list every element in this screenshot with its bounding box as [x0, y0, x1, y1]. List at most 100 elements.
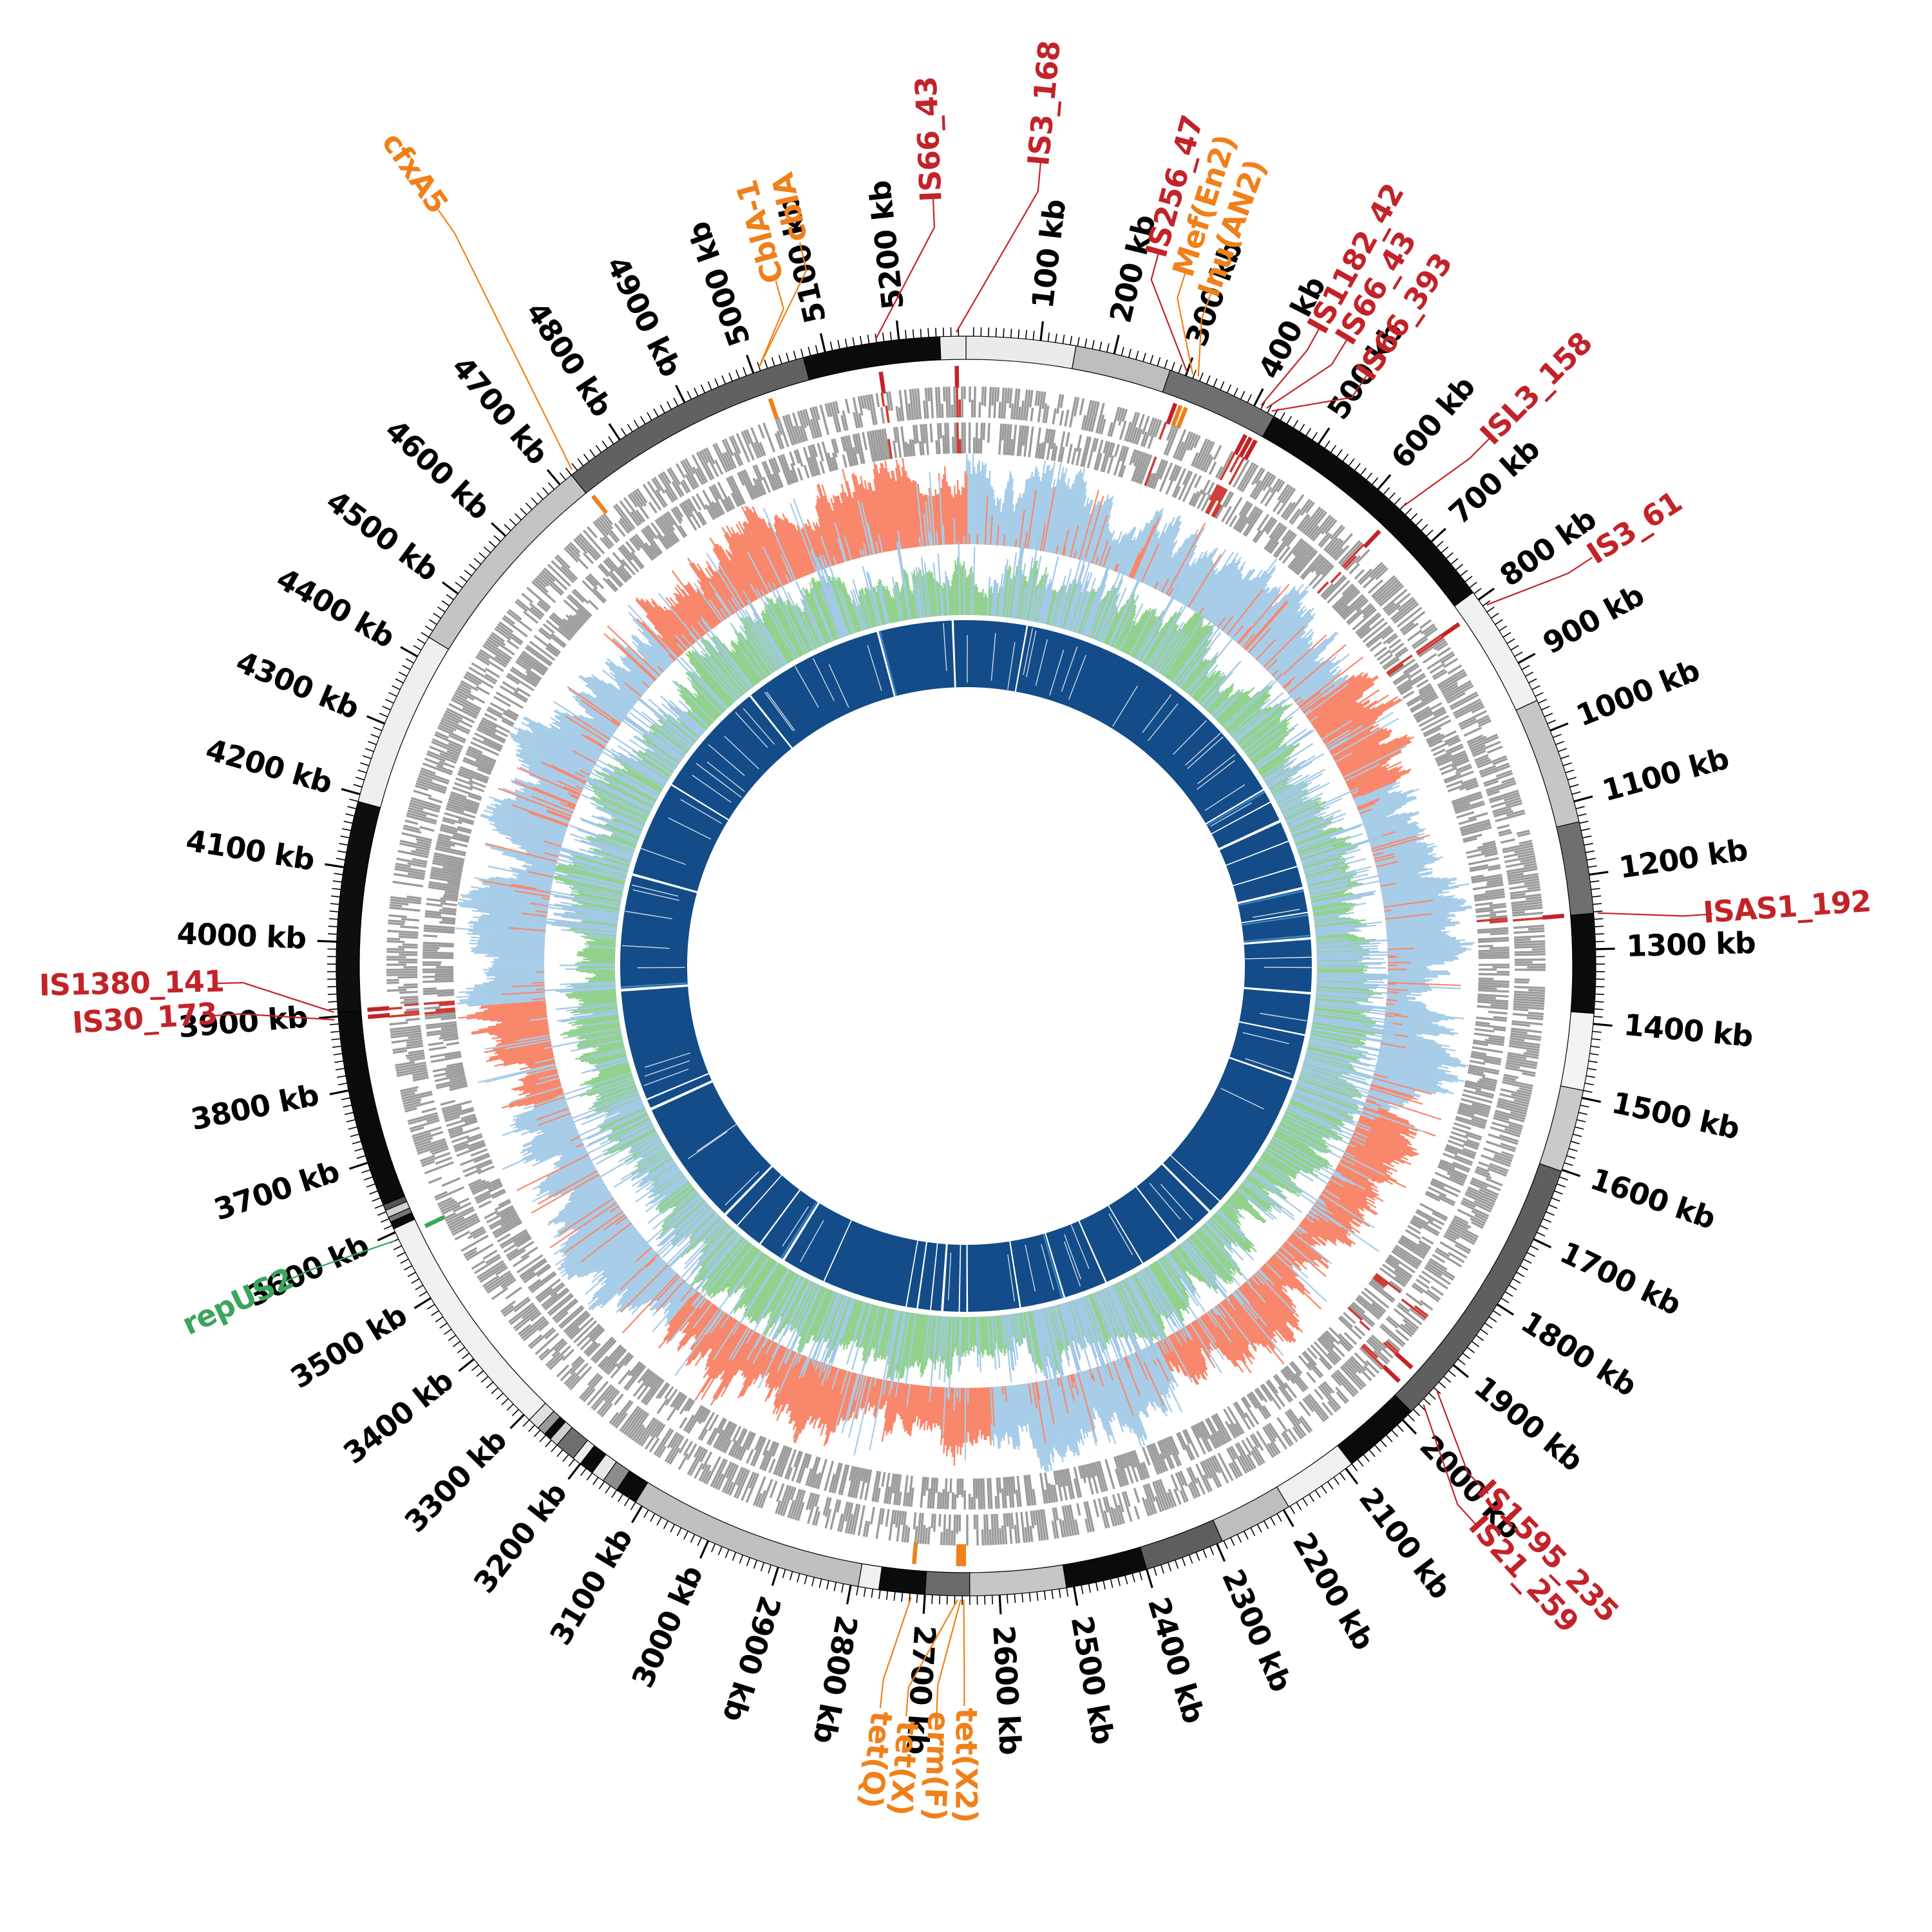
coverage-block	[931, 1243, 946, 1311]
axis-tick-label: 3800 kb	[188, 1077, 321, 1137]
coverage-light-stripe	[780, 1201, 818, 1259]
gene-bars-red	[423, 422, 1508, 1331]
coverage-block	[620, 875, 697, 989]
coverage-block	[647, 1074, 712, 1108]
coverage-block	[751, 632, 895, 748]
feature-marker	[912, 1542, 918, 1564]
contig-segment	[1556, 821, 1595, 916]
gc-blue-spikes	[533, 535, 1403, 1401]
coverage-block	[1229, 1022, 1305, 1079]
contig-segment	[1337, 1394, 1412, 1464]
annotation-leader	[963, 1599, 965, 1707]
coverage-block	[632, 785, 728, 891]
feature-marker	[1238, 436, 1253, 458]
axis-tick-label: 3200 kb	[467, 1476, 574, 1600]
skew-track	[455, 453, 1475, 1472]
axis-tick-label: 3100 kb	[543, 1522, 639, 1651]
annotation-label-is66-43: IS66_43	[909, 76, 949, 202]
coverage-block	[943, 1244, 960, 1312]
coverage-block	[1171, 1058, 1293, 1201]
coverage-block	[737, 1175, 800, 1244]
contig-segment	[878, 1566, 927, 1595]
axis-tick-label: 4100 kb	[184, 823, 317, 878]
axis-tick-label: 4200 kb	[202, 732, 336, 800]
contig-segment	[357, 636, 450, 808]
gene-bars-red	[388, 386, 1544, 1368]
annotation-label-cfxa5: cfxA5	[375, 126, 455, 219]
annotation-label-isl3-158: ISL3_158	[1473, 325, 1598, 451]
contig-segment	[1454, 592, 1538, 711]
coverage-block	[1241, 913, 1311, 943]
coverage-block	[1137, 1164, 1209, 1240]
coverage-block	[761, 1190, 819, 1260]
annotation-leader	[1271, 373, 1369, 412]
axis-tick-ring	[317, 320, 1615, 1615]
feature-marker	[954, 366, 960, 388]
annotation-leader	[875, 198, 936, 339]
feature-marker	[878, 372, 886, 394]
feature-marker-ring	[367, 366, 1564, 1567]
annotation-leader	[905, 1599, 959, 1717]
coverage-block	[960, 1244, 967, 1312]
annotation-leader	[936, 1599, 961, 1715]
annotation-leader	[437, 209, 573, 470]
skew-blue-spikes	[477, 472, 1425, 1461]
coverage-block	[1211, 802, 1280, 848]
axis-tick-label: 1400 kb	[1622, 1007, 1754, 1054]
annotation-leader	[1177, 270, 1194, 375]
coverage-block	[1206, 790, 1271, 833]
axis-tick-label: 2100 kb	[1352, 1481, 1458, 1605]
annotation-label-tet-x-: tet(X)	[883, 1719, 925, 1817]
coverage-light-stripe	[1244, 934, 1311, 942]
axis-tick-label: 100 kb	[1025, 198, 1073, 310]
feature-marker	[1542, 913, 1564, 920]
contig-segment	[336, 800, 381, 1014]
gene-bars	[386, 386, 1546, 1546]
contig-segment	[1560, 1011, 1595, 1092]
contig-segment	[1276, 1444, 1352, 1508]
annotation-leader	[879, 1596, 912, 1709]
coverage-light-stripe	[1043, 1233, 1063, 1299]
axis-tick-label: 4500 kb	[320, 484, 445, 588]
coverage-block	[966, 620, 1027, 692]
annotation-label-tet-x2-: tet(X2)	[949, 1708, 983, 1823]
coverage-block	[1244, 939, 1312, 959]
feature-marker	[1382, 1365, 1401, 1383]
axis-tick-label: 900 kb	[1537, 578, 1650, 661]
feature-marker	[1394, 1351, 1414, 1370]
axis-tick-label: 1500 kb	[1609, 1085, 1742, 1146]
axis-tick-label: 4400 kb	[270, 561, 400, 655]
coverage-block	[652, 1082, 772, 1214]
axis-tick-label: 4700 kb	[445, 350, 555, 471]
annotation-leader	[1197, 291, 1213, 377]
axis-tick-label: 3500 kb	[285, 1298, 413, 1396]
coverage-light-stripe	[620, 982, 688, 989]
axis-tick-label: 2600 kb	[986, 1625, 1028, 1756]
annotation-label-erm-f-: erm(F)	[918, 1711, 956, 1821]
feature-marker	[1166, 402, 1178, 425]
annotation-leader	[1266, 339, 1348, 409]
axis-tick-label: 1300 kb	[1626, 925, 1756, 963]
annotation-label-isas1-192: ISAS1_192	[1702, 884, 1872, 930]
coverage-block	[1163, 1155, 1220, 1211]
contig-segment	[924, 1571, 971, 1596]
coverage-block	[672, 696, 791, 820]
axis-tick-label: 2900 kb	[716, 1592, 788, 1726]
coverage-light-stripe	[1238, 890, 1304, 906]
axis-tick-label: 1200 kb	[1616, 832, 1749, 885]
annotation-leader	[758, 280, 784, 368]
axis-tick-label: 4900 kb	[600, 251, 688, 382]
coverage-block	[621, 987, 709, 1099]
feature-marker	[1363, 529, 1381, 549]
contig-segment	[1139, 1519, 1223, 1570]
axis-tick-label: 2500 kb	[1065, 1613, 1121, 1747]
annotation-leader	[1402, 437, 1492, 507]
axis-tick-label: 1800 kb	[1515, 1304, 1642, 1403]
coverage-block	[953, 620, 966, 688]
annotation-leader	[1486, 556, 1593, 606]
coverage-block	[1239, 989, 1311, 1035]
coverage-block	[1226, 842, 1297, 886]
axis-tick-label: 1600 kb	[1586, 1161, 1719, 1236]
contig-segment	[939, 336, 967, 361]
annotation-leader	[211, 1013, 335, 1021]
